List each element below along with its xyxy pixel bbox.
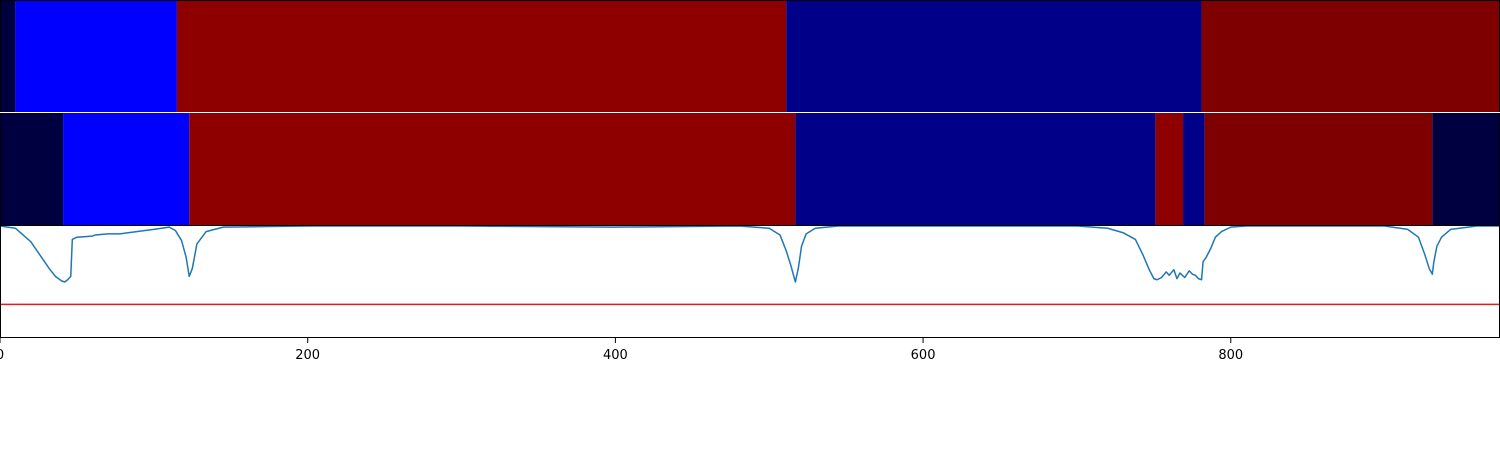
segment-bar-1-7 xyxy=(1432,113,1500,225)
signal-panel xyxy=(0,225,1500,306)
segment-bar-1-5 xyxy=(1183,113,1205,225)
x-tick-label-0: 0 xyxy=(0,348,4,363)
signal-line xyxy=(0,225,1500,283)
segment-bar-0-4 xyxy=(1201,0,1500,112)
segment-bar-1-1 xyxy=(63,113,190,225)
segment-bar-0-2 xyxy=(176,0,787,112)
x-tick-label-2: 400 xyxy=(603,348,628,363)
segment-panel-top xyxy=(0,0,1500,112)
x-tick-label-3: 600 xyxy=(911,348,936,363)
segment-bar-1-4 xyxy=(1155,113,1184,225)
segment-bar-1-2 xyxy=(189,113,796,225)
x-axis: 0 200 400 600 800 xyxy=(0,338,1243,363)
x-tick-label-1: 200 xyxy=(295,348,320,363)
segment-bar-0-1 xyxy=(15,0,177,112)
segment-bar-1-0 xyxy=(0,113,64,225)
segment-bar-1-6 xyxy=(1204,113,1433,225)
segment-bar-0-0 xyxy=(0,0,16,112)
x-tick-label-4: 800 xyxy=(1218,348,1243,363)
segment-bar-1-3 xyxy=(795,113,1156,225)
segment-panel-middle xyxy=(0,113,1500,225)
segment-bar-0-3 xyxy=(786,0,1202,112)
